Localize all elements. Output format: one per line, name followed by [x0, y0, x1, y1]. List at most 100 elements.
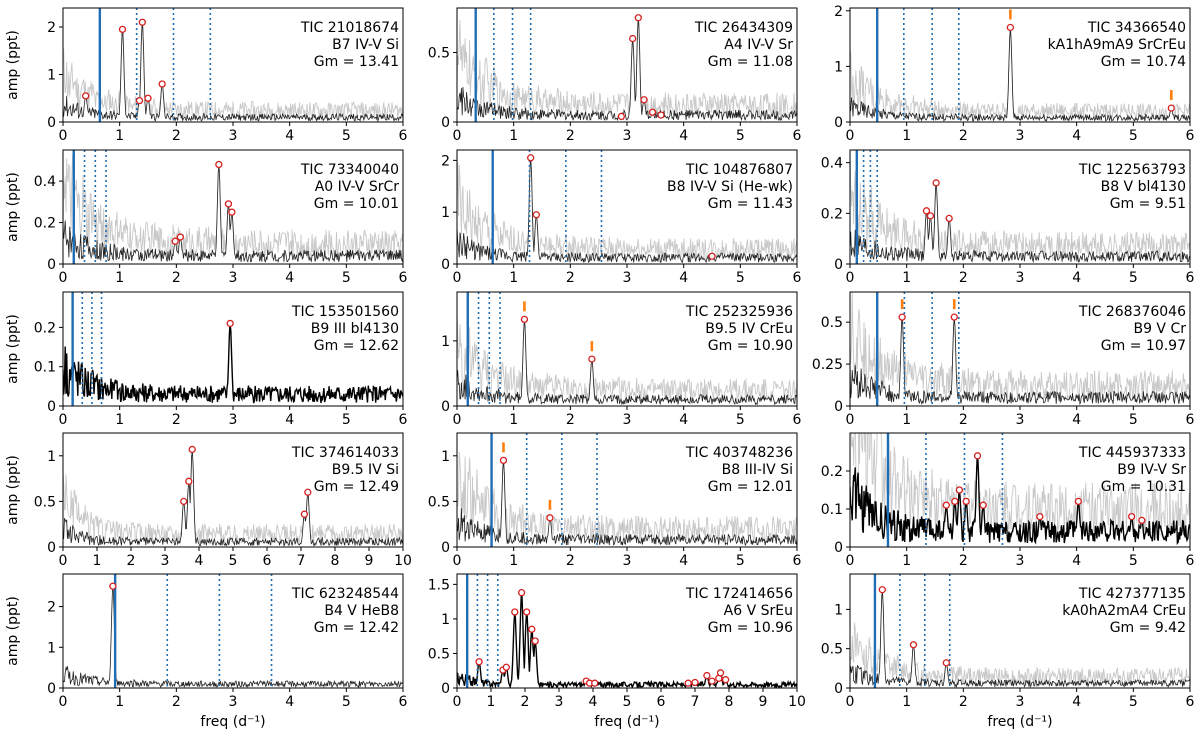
magnitude: Gm = 12.01 — [708, 479, 793, 495]
x-tick-label: 4 — [285, 128, 294, 144]
x-tick-label: 5 — [736, 270, 745, 286]
y-tick-label: 0 — [834, 540, 843, 556]
x-tick-label: 3 — [161, 553, 170, 569]
amplitude-spectrum — [850, 590, 1190, 688]
x-ticks: 0 1 2 3 4 5 6 — [846, 122, 1195, 144]
x-tick-label: 3 — [623, 553, 632, 569]
x-tick-label: 4 — [679, 553, 688, 569]
x-ticks: 0 1 2 3 4 5 6 — [846, 688, 1195, 710]
peak-marker-1 — [588, 355, 596, 363]
star-id: TIC 153501560 — [291, 304, 399, 320]
x-tick-label: 4 — [679, 128, 688, 144]
spectral-type: B4 V HeB8 — [324, 603, 399, 619]
amplitude-spectrum — [850, 317, 1190, 406]
y-tick-label: 0.1 — [821, 502, 843, 518]
x-tick-label: 2 — [959, 553, 968, 569]
spectral-type: B9.5 IV CrEu — [705, 321, 793, 337]
peak-marker-2 — [634, 14, 642, 22]
x-tick-label: 1 — [509, 553, 518, 569]
x-tick-label: 4 — [285, 694, 294, 710]
y-tick-label: 1.5 — [428, 577, 450, 593]
x-tick-label: 1 — [902, 553, 911, 569]
x-ticks: 0 1 2 3 4 5 6 — [59, 264, 408, 286]
x-tick-label: 5 — [1129, 128, 1138, 144]
amplitude-spectrum — [850, 184, 1190, 264]
x-tick-label: 0 — [846, 412, 855, 428]
magnitude: Gm = 12.49 — [314, 479, 399, 495]
peak-marker-1 — [176, 233, 184, 241]
y-tick-label: 1 — [47, 449, 56, 465]
x-tick-label: 0 — [453, 553, 462, 569]
peak-marker-4 — [648, 108, 657, 116]
magnitude: Gm = 9.42 — [1110, 620, 1186, 636]
peak-marker-4 — [973, 452, 982, 460]
ghost-spectrum — [457, 309, 797, 403]
spectral-type: A0 IV-V SrCr — [315, 179, 399, 195]
plot-area — [850, 433, 1190, 547]
y-tick-label: 0.1 — [34, 360, 56, 376]
y-tick-label: 0 — [834, 681, 843, 697]
ghost-spectrum — [457, 159, 797, 261]
amplitude-spectrum — [850, 457, 1190, 546]
peak-marker-0 — [109, 582, 117, 590]
y-ticks: 0 0.5 1 1.5 — [428, 577, 457, 697]
x-tick-label: 5 — [736, 128, 745, 144]
x-tick-label: 1 — [115, 128, 124, 144]
x-tick-label: 9 — [365, 553, 374, 569]
y-ticks: 0 1 2 — [834, 4, 850, 131]
x-tick-label: 2 — [172, 128, 181, 144]
x-tick-label: 5 — [342, 694, 351, 710]
x-tick-label: 1 — [487, 694, 496, 710]
y-tick-label: 0.5 — [821, 315, 843, 331]
plot-area — [63, 445, 403, 547]
peak-marker-14 — [708, 677, 716, 685]
x-tick-label: 4 — [1072, 128, 1081, 144]
y-tick-label: 0.2 — [34, 216, 56, 232]
peak-marker-0 — [171, 237, 179, 245]
spectral-type: B9 V Cr — [1133, 321, 1186, 337]
amplitude-spectrum — [457, 460, 797, 547]
star-id: TIC 104876807 — [685, 162, 793, 178]
y-tick-label: 2 — [834, 4, 843, 20]
plot-area — [457, 433, 797, 547]
x-tick-label: 2 — [127, 553, 136, 569]
x-tick-label: 0 — [59, 694, 68, 710]
ghost-spectrum — [850, 292, 1190, 401]
x-ticks: 0 1 2 3 4 5 6 — [846, 264, 1195, 286]
y-tick-label: 1 — [441, 612, 450, 628]
plot-area — [63, 292, 403, 406]
y-tick-label: 1 — [441, 449, 450, 465]
star-id: TIC 268376046 — [1078, 304, 1186, 320]
x-tick-label: 3 — [229, 694, 238, 710]
y-ticks: 00.5 — [428, 45, 457, 131]
x-tick-label: 0 — [59, 553, 68, 569]
amplitude-spectrum — [63, 23, 403, 122]
y-tick-label: 0 — [441, 540, 450, 556]
ghost-spectrum — [850, 433, 1190, 538]
x-tick-label: 5 — [736, 412, 745, 428]
peak-marker-5 — [158, 80, 166, 88]
amplitude-spectrum — [850, 27, 1190, 122]
y-tick-label: 0 — [47, 540, 56, 556]
peak-marker-9 — [1138, 516, 1146, 525]
peak-marker-16 — [716, 669, 725, 677]
magnitude: Gm = 12.62 — [314, 338, 399, 354]
x-tick-label: 1 — [509, 270, 518, 286]
y-ticks: 0 0.1 0.2 — [34, 320, 63, 415]
y-tick-label: 0.4 — [34, 174, 56, 190]
peak-marker-1 — [909, 641, 918, 649]
y-tick-label: 2 — [441, 153, 450, 169]
peak-marker-13 — [703, 671, 711, 680]
x-tick-label: 5 — [342, 128, 351, 144]
x-ticks: 0 1 2 3 4 5 6 7 8 9 10 — [59, 547, 412, 569]
magnitude: Gm = 10.97 — [1101, 338, 1186, 354]
y-tick-label: 0 — [834, 399, 843, 415]
peak-marker-2 — [955, 486, 964, 494]
x-tick-label: 1 — [93, 553, 102, 569]
peak-marker-0 — [527, 154, 535, 162]
